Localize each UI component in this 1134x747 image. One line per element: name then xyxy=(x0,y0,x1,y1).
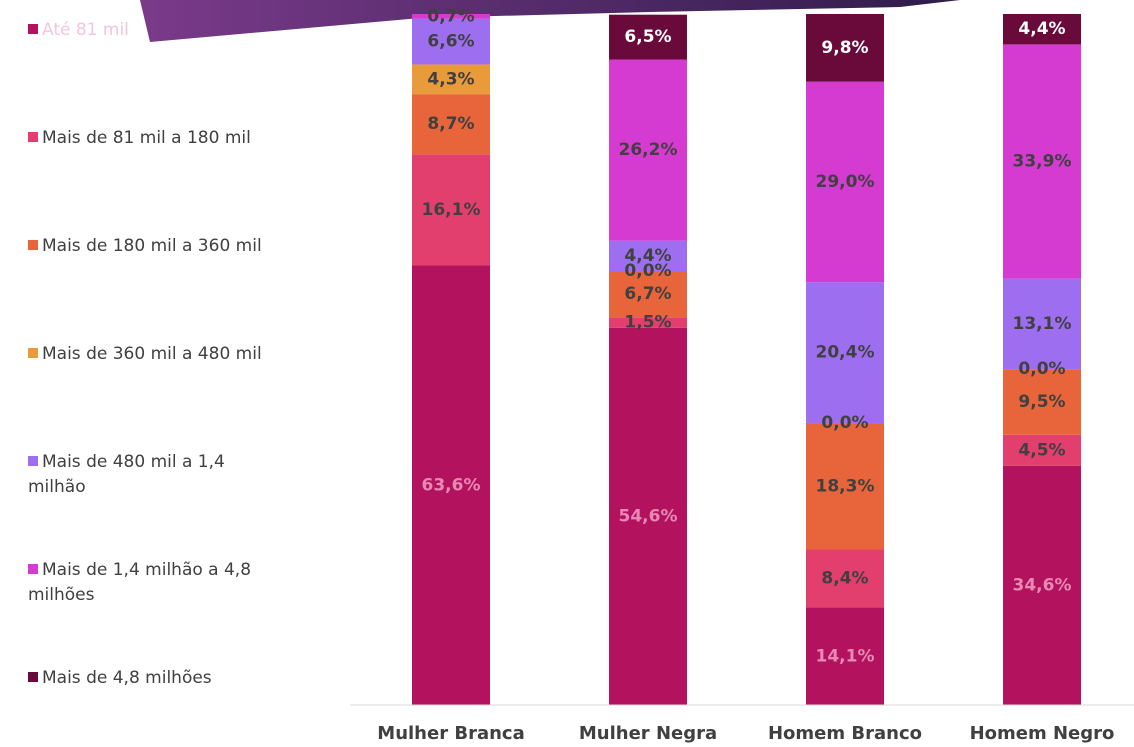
bar-segment xyxy=(609,240,687,272)
legend-item: Até 81 mil xyxy=(28,18,278,43)
data-label: 8,4% xyxy=(821,569,868,589)
bar-segment xyxy=(1003,44,1081,279)
data-label: 33,9% xyxy=(1013,152,1072,172)
data-label: 29,0% xyxy=(816,172,875,192)
legend-swatch xyxy=(28,456,38,466)
legend-label: Mais de 360 mil a 480 mil xyxy=(42,344,262,364)
data-label: 4,4% xyxy=(1018,19,1065,39)
bar-segment xyxy=(412,18,490,65)
bar-segment xyxy=(609,59,687,241)
bar-segment xyxy=(412,154,490,266)
bar-segment xyxy=(1003,434,1081,466)
bar-segment xyxy=(412,14,490,19)
x-tick-label: Homem Branco xyxy=(768,723,922,744)
data-label: 9,8% xyxy=(821,38,868,58)
bar-segment xyxy=(412,64,490,95)
bar-segment xyxy=(609,327,687,705)
data-label: 8,7% xyxy=(427,114,474,134)
legend-item: Mais de 180 mil a 360 mil xyxy=(28,234,278,259)
bar-segment xyxy=(1003,14,1081,45)
legend-item: Mais de 4,8 milhões xyxy=(28,666,278,691)
bar-segment xyxy=(1003,278,1081,370)
data-label: 14,1% xyxy=(816,646,875,666)
legend-swatch xyxy=(28,348,38,358)
data-label: 26,2% xyxy=(619,140,678,160)
data-label: 18,3% xyxy=(816,476,875,496)
legend-swatch xyxy=(28,672,38,682)
bar-segment xyxy=(609,14,687,60)
data-label: 1,5% xyxy=(624,313,671,333)
legend-label: Mais de 480 mil a 1,4 milhão xyxy=(28,452,225,497)
bar-segment xyxy=(412,94,490,155)
legend-label: Mais de 81 mil a 180 mil xyxy=(42,128,251,148)
data-label: 4,3% xyxy=(427,69,474,89)
bar-segment xyxy=(806,14,884,82)
data-label: 54,6% xyxy=(619,506,678,526)
bar-segment xyxy=(609,271,687,318)
data-label: 20,4% xyxy=(816,343,875,363)
legend-item: Mais de 81 mil a 180 mil xyxy=(28,126,278,151)
data-label: 16,1% xyxy=(422,200,481,220)
legend-label: Mais de 1,4 milhão a 4,8 milhões xyxy=(28,560,252,605)
bar-segment xyxy=(609,317,687,328)
bar-segment xyxy=(1003,465,1081,705)
data-label: 63,6% xyxy=(422,475,481,495)
legend-item: Mais de 1,4 milhão a 4,8 milhões xyxy=(28,558,278,608)
bar-segment xyxy=(806,549,884,608)
x-tick-label: Homem Negro xyxy=(970,723,1115,744)
bar-segment xyxy=(412,265,490,705)
data-label: 0,0% xyxy=(624,261,671,281)
x-tick-label: Mulher Negra xyxy=(579,723,717,744)
data-label: 0,0% xyxy=(1018,359,1065,379)
legend-label: Mais de 4,8 milhões xyxy=(42,668,212,688)
legend-swatch xyxy=(28,132,38,142)
x-tick-label: Mulher Branca xyxy=(377,723,524,744)
data-label: 6,5% xyxy=(624,27,671,47)
bar-segment xyxy=(806,282,884,424)
bar-segment xyxy=(806,423,884,550)
header-banner xyxy=(140,0,960,42)
data-label: 4,4% xyxy=(624,246,671,266)
bar-segment xyxy=(806,81,884,283)
data-label: 0,7% xyxy=(427,6,474,26)
bar-segment xyxy=(806,607,884,705)
legend-swatch xyxy=(28,24,38,34)
data-label: 4,5% xyxy=(1018,440,1065,460)
legend-label: Mais de 180 mil a 360 mil xyxy=(42,236,262,256)
legend-item: Mais de 480 mil a 1,4 milhão xyxy=(28,450,278,500)
legend-label: Até 81 mil xyxy=(42,20,129,40)
legend-item: Mais de 360 mil a 480 mil xyxy=(28,342,278,367)
data-label: 6,7% xyxy=(624,284,671,304)
data-label: 34,6% xyxy=(1013,575,1072,595)
bar-segment xyxy=(1003,369,1081,435)
legend-swatch xyxy=(28,240,38,250)
legend-swatch xyxy=(28,564,38,574)
data-label: 6,6% xyxy=(427,32,474,52)
data-label: 0,0% xyxy=(821,413,868,433)
data-label: 13,1% xyxy=(1013,314,1072,334)
data-label: 9,5% xyxy=(1018,392,1065,412)
